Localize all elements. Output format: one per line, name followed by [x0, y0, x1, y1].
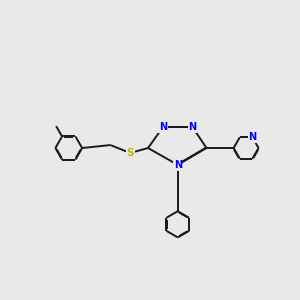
- Text: N: N: [248, 132, 256, 142]
- Text: S: S: [126, 148, 134, 158]
- Text: N: N: [174, 160, 182, 170]
- Text: N: N: [159, 122, 167, 132]
- Text: N: N: [188, 122, 197, 132]
